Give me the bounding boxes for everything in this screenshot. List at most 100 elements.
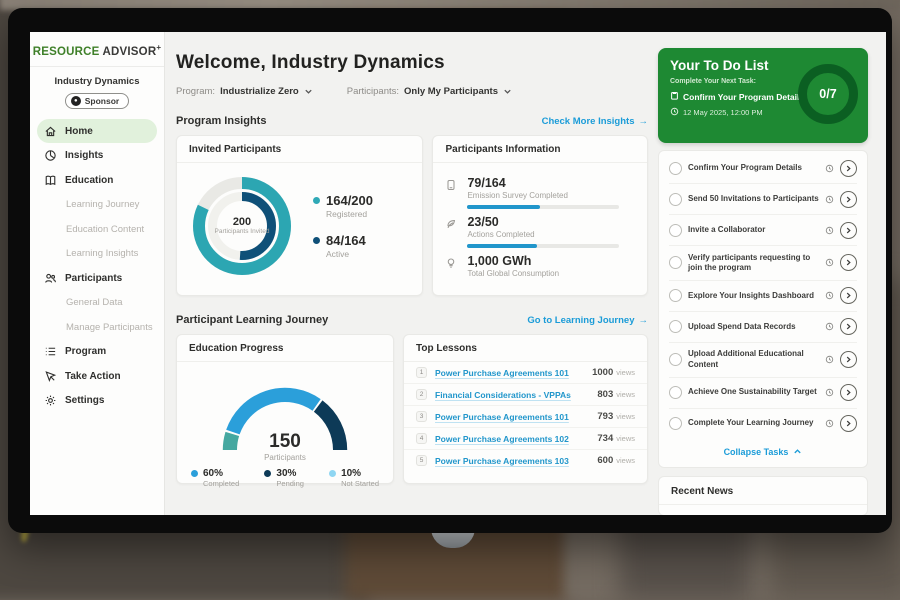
legend-pending: 30% Pending	[264, 468, 304, 488]
program-filter-value: Industrialize Zero	[220, 86, 299, 97]
task-checkbox[interactable]	[669, 417, 682, 430]
task-checkbox[interactable]	[669, 193, 682, 206]
task-checkbox[interactable]	[669, 256, 682, 269]
task-open-button[interactable]	[840, 415, 857, 432]
task-open-button[interactable]	[840, 222, 857, 239]
book-icon	[44, 174, 57, 187]
clock-icon	[825, 322, 834, 331]
task-label: Explore Your Insights Dashboard	[688, 291, 819, 301]
sidebar-item-label: General Data	[66, 297, 123, 308]
lesson-rank: 5	[416, 455, 427, 466]
legend-completed: 60% Completed	[191, 468, 239, 488]
chevron-up-icon	[793, 447, 802, 456]
bulb-icon	[445, 254, 458, 278]
lesson-link[interactable]: Power Purchase Agreements 101	[435, 368, 592, 378]
task-open-button[interactable]	[840, 254, 857, 271]
legend-dot	[264, 470, 271, 477]
sidebar-item-participants[interactable]: Participants	[30, 266, 164, 291]
task-checkbox[interactable]	[669, 162, 682, 175]
sidebar-item-label: Program	[65, 346, 106, 357]
education-gauge-chart: 150 Participants	[205, 370, 365, 462]
clipboard-icon	[670, 91, 679, 102]
task-checkbox[interactable]	[669, 386, 682, 399]
sidebar-item-settings[interactable]: Settings	[30, 388, 164, 413]
sidebar-item-label: Manage Participants	[66, 322, 153, 333]
lesson-rank: 2	[416, 389, 427, 400]
sidebar-item-education-content[interactable]: Education Content	[30, 217, 164, 242]
recent-news-card: Recent News	[658, 476, 868, 515]
sidebar-item-take-action[interactable]: Take Action	[30, 364, 164, 389]
sidebar-item-label: Take Action	[65, 371, 121, 382]
lesson-link[interactable]: Financial Considerations - VPPAs	[435, 390, 597, 400]
participants-information-card: Participants Information 79/164 Emission…	[432, 135, 648, 296]
task-row-send-invitations[interactable]: Send 50 Invitations to Participants	[669, 183, 857, 214]
lesson-views: 1000	[592, 367, 613, 378]
lesson-row: 4 Power Purchase Agreements 102 734 view…	[404, 427, 647, 449]
sidebar-item-general-data[interactable]: General Data	[30, 290, 164, 315]
lesson-views: 793	[597, 411, 613, 422]
sidebar-item-label: Participants	[65, 273, 122, 284]
gauge-center-label: 150 Participants	[205, 432, 365, 462]
learning-journey-title: Participant Learning Journey	[176, 314, 328, 326]
program-insights-title: Program Insights	[176, 115, 266, 127]
go-to-learning-journey-link[interactable]: Go to Learning Journey →	[527, 315, 648, 326]
clock-icon	[825, 258, 834, 267]
task-row-achieve-sustainability-target[interactable]: Achieve One Sustainability Target	[669, 377, 857, 408]
participants-icon	[44, 272, 57, 285]
task-checkbox[interactable]	[669, 353, 682, 366]
gear-icon	[44, 394, 57, 407]
clock-icon	[825, 291, 834, 300]
lesson-views: 734	[597, 433, 613, 444]
sidebar-nav: Home Insights Education Learning Journey…	[30, 119, 164, 413]
participants-filter[interactable]: Participants: Only My Participants	[347, 86, 512, 97]
task-row-confirm-program[interactable]: Confirm Your Program Details	[669, 153, 857, 183]
lesson-views: 803	[597, 389, 613, 400]
logo-primary: RESOURCE	[33, 46, 100, 58]
participants-filter-label: Participants:	[347, 86, 399, 97]
insights-cards-row: Invited Participants 200 Participants In…	[176, 135, 648, 296]
program-filter[interactable]: Program: Industrialize Zero	[176, 86, 313, 97]
check-more-insights-link[interactable]: Check More Insights →	[542, 116, 648, 127]
sponsor-badge[interactable]: ● Sponsor	[65, 93, 129, 109]
task-row-invite-collaborator[interactable]: Invite a Collaborator	[669, 214, 857, 245]
task-row-upload-educational-content[interactable]: Upload Additional Educational Content	[669, 342, 857, 377]
task-open-button[interactable]	[840, 384, 857, 401]
sidebar-item-learning-journey[interactable]: Learning Journey	[30, 192, 164, 217]
sidebar-item-learning-insights[interactable]: Learning Insights	[30, 241, 164, 266]
sidebar-item-manage-participants[interactable]: Manage Participants	[30, 315, 164, 340]
info-row-actions: 23/50 Actions Completed	[445, 215, 635, 248]
sidebar-item-insights[interactable]: Insights	[30, 143, 164, 168]
info-row-consumption: 1,000 GWh Total Global Consumption	[445, 254, 635, 278]
sidebar-item-program[interactable]: Program	[30, 339, 164, 364]
task-row-upload-spend-data[interactable]: Upload Spend Data Records	[669, 311, 857, 342]
sidebar-item-home[interactable]: Home	[37, 119, 157, 144]
task-row-complete-learning-journey[interactable]: Complete Your Learning Journey	[669, 408, 857, 439]
sidebar-item-label: Home	[65, 126, 93, 137]
task-checkbox[interactable]	[669, 320, 682, 333]
invited-participants-title: Invited Participants	[177, 136, 422, 163]
lesson-link[interactable]: Power Purchase Agreements 101	[435, 412, 597, 422]
collapse-tasks-link[interactable]: Collapse Tasks	[669, 439, 857, 463]
lesson-link[interactable]: Power Purchase Agreements 103	[435, 456, 597, 466]
sidebar-item-education[interactable]: Education	[30, 168, 164, 193]
task-label: Confirm Your Program Details	[688, 163, 819, 173]
info-row-survey: 79/164 Emission Survey Completed	[445, 176, 635, 209]
task-checkbox[interactable]	[669, 224, 682, 237]
task-open-button[interactable]	[840, 318, 857, 335]
task-open-button[interactable]	[840, 160, 857, 177]
recent-news-title: Recent News	[659, 477, 867, 505]
app-logo: RESOURCE ADVISOR+	[30, 32, 164, 67]
task-open-button[interactable]	[840, 287, 857, 304]
task-open-button[interactable]	[840, 191, 857, 208]
task-row-explore-insights[interactable]: Explore Your Insights Dashboard	[669, 280, 857, 311]
logo-plus: +	[156, 43, 161, 52]
clock-icon	[825, 388, 834, 397]
legend-not-started: 10% Not Started	[329, 468, 379, 488]
lesson-views: 600	[597, 455, 613, 466]
sponsor-label: Sponsor	[85, 96, 119, 106]
task-checkbox[interactable]	[669, 289, 682, 302]
lesson-link[interactable]: Power Purchase Agreements 102	[435, 434, 597, 444]
legend-dot	[329, 470, 336, 477]
task-open-button[interactable]	[840, 351, 857, 368]
task-row-verify-participants[interactable]: Verify participants requesting to join t…	[669, 245, 857, 280]
